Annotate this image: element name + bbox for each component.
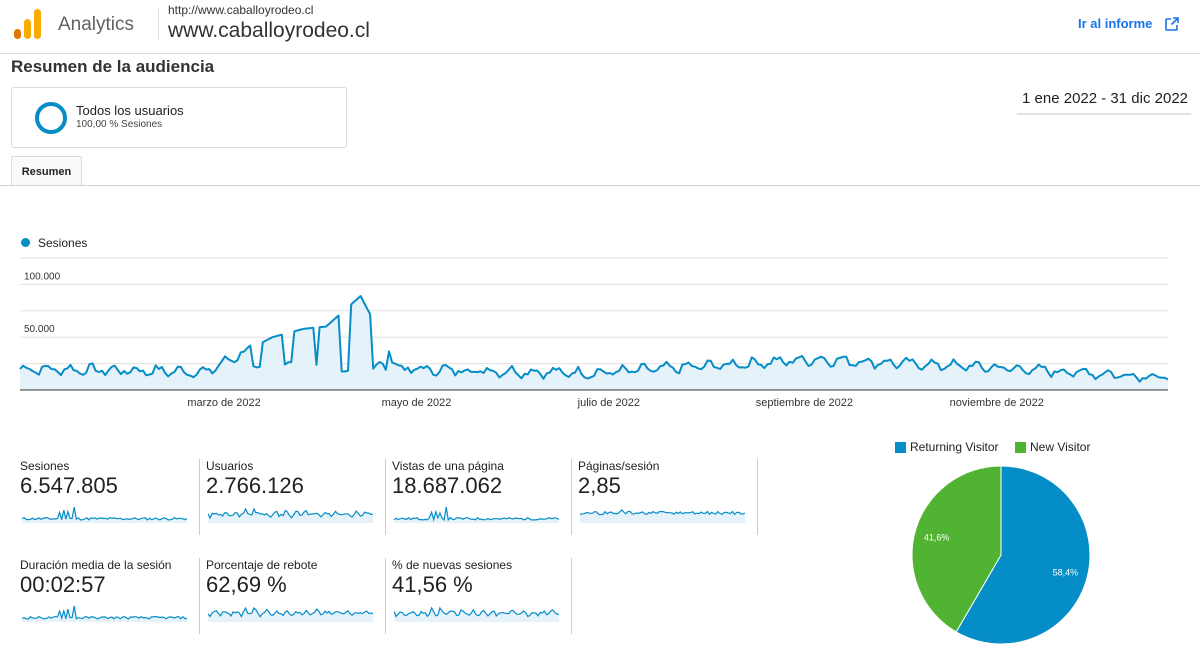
metric-name: Duración media de la sesión [20, 558, 172, 572]
metric-tile[interactable]: Porcentaje de rebote 62,69 % [206, 558, 386, 638]
legend-sessions-dot [21, 238, 30, 247]
date-range-picker[interactable]: 1 ene 2022 - 31 dic 2022 [1017, 90, 1191, 115]
metric-sparkline [394, 506, 559, 523]
property-name[interactable]: www.caballoyrodeo.cl [168, 19, 370, 42]
legend-new-label[interactable]: New Visitor [1030, 440, 1091, 454]
sparkline-area [580, 510, 745, 523]
pie-slice-returning[interactable] [955, 466, 1091, 645]
metric-tile[interactable]: % de nuevas sesiones 41,56 % [392, 558, 572, 638]
sparkline-line [394, 606, 559, 618]
metric-divider [571, 558, 572, 634]
pie-slice-new[interactable] [911, 466, 1002, 633]
y-tick-label: 100.000 [24, 271, 61, 282]
y-tick-label: 50.000 [24, 324, 55, 335]
sparkline-line [208, 507, 373, 520]
x-tick-label: septiembre de 2022 [756, 397, 853, 409]
metric-name: Sesiones [20, 459, 70, 473]
x-tick-label: julio de 2022 [577, 397, 640, 409]
metric-name: % de nuevas sesiones [392, 558, 513, 572]
sessions-line[interactable] [19, 295, 1169, 383]
metric-sparkline [208, 507, 373, 523]
segment-ring-icon [35, 102, 67, 134]
metric-sparkline [394, 606, 559, 622]
x-tick-label: marzo de 2022 [187, 397, 260, 409]
sparkline-line [394, 506, 559, 522]
metric-value: 6.547.805 [20, 473, 118, 498]
open-external-icon[interactable] [1164, 16, 1180, 32]
metric-value: 18.687.062 [392, 473, 503, 498]
metric-divider [385, 558, 386, 634]
metric-name: Porcentaje de rebote [206, 558, 318, 572]
metric-divider [385, 459, 386, 535]
metric-tile[interactable]: Sesiones 6.547.805 [20, 459, 200, 539]
metric-value: 2,85 [578, 473, 621, 498]
metric-name: Páginas/sesión [578, 459, 660, 473]
metric-value: 62,69 % [206, 572, 287, 597]
metric-value: 2.766.126 [206, 473, 304, 498]
pie-slice-label: 58,4% [1053, 567, 1079, 577]
sessions-area [20, 296, 1168, 390]
metric-divider [757, 459, 758, 535]
metric-value: 41,56 % [392, 572, 473, 597]
legend-returning-label[interactable]: Returning Visitor [910, 440, 999, 454]
sparkline-line [22, 506, 187, 521]
sessions-line-chart[interactable]: 100.000 50.000 marzo de 2022 mayo de 2022 j… [0, 250, 1200, 420]
legend-sessions-label: Sesiones [38, 236, 88, 250]
x-tick-label: mayo de 2022 [382, 397, 452, 409]
sparkline-area [394, 507, 559, 523]
metric-tile[interactable]: Usuarios 2.766.126 [206, 459, 386, 539]
property-url: http://www.caballoyrodeo.cl [168, 3, 314, 17]
sparkline-area [22, 606, 187, 622]
tab-divider [0, 185, 1200, 186]
segment-share: 100,00 % Sesiones [76, 119, 163, 130]
chart-x-ticks: marzo de 2022 mayo de 2022 julio de 2022 se… [187, 397, 1043, 409]
metric-tile[interactable]: Páginas/sesión 2,85 [578, 459, 758, 539]
sparkline-line [22, 605, 187, 621]
x-tick-label: noviembre de 2022 [950, 397, 1044, 409]
metric-sparkline [208, 606, 373, 622]
product-name: Analytics [58, 14, 135, 35]
segment-name: Todos los usuarios [76, 103, 184, 118]
legend-new-swatch [1015, 442, 1026, 453]
legend-returning-swatch [895, 442, 906, 453]
open-report-link[interactable]: Ir al informe [1078, 16, 1153, 31]
chart-y-ticks: 100.000 50.000 [24, 271, 61, 335]
metric-divider [199, 558, 200, 634]
metric-sparkline [22, 506, 187, 523]
metric-name: Usuarios [206, 459, 254, 473]
metric-divider [571, 459, 572, 535]
analytics-logo[interactable] [14, 9, 42, 39]
tab-resumen[interactable]: Resumen [11, 156, 82, 186]
metric-tile[interactable]: Vistas de una página 18.687.062 [392, 459, 572, 539]
header-divider [158, 8, 159, 40]
chart-grid [20, 257, 1168, 365]
metric-sparkline [580, 509, 745, 523]
metric-divider [199, 459, 200, 535]
sparkline-line [580, 509, 745, 516]
metric-name: Vistas de una página [392, 459, 504, 473]
segment-selector[interactable]: Todos los usuarios 100,00 % Sesiones [11, 87, 347, 148]
metric-tile[interactable]: Duración media de la sesión 00:02:57 [20, 558, 200, 638]
app-header: Analytics http://www.caballoyrodeo.cl ww… [0, 0, 1200, 54]
page-title: Resumen de la audiencia [11, 57, 215, 76]
sparkline-area [208, 509, 373, 523]
metric-sparkline [22, 605, 187, 622]
metric-value: 00:02:57 [20, 572, 106, 597]
pie-slice-label: 41,6% [924, 533, 950, 543]
sparkline-area [22, 507, 187, 523]
sparkline-line [208, 606, 373, 618]
visitor-type-pie-chart[interactable]: 58,4% 41,6% [900, 466, 1100, 656]
